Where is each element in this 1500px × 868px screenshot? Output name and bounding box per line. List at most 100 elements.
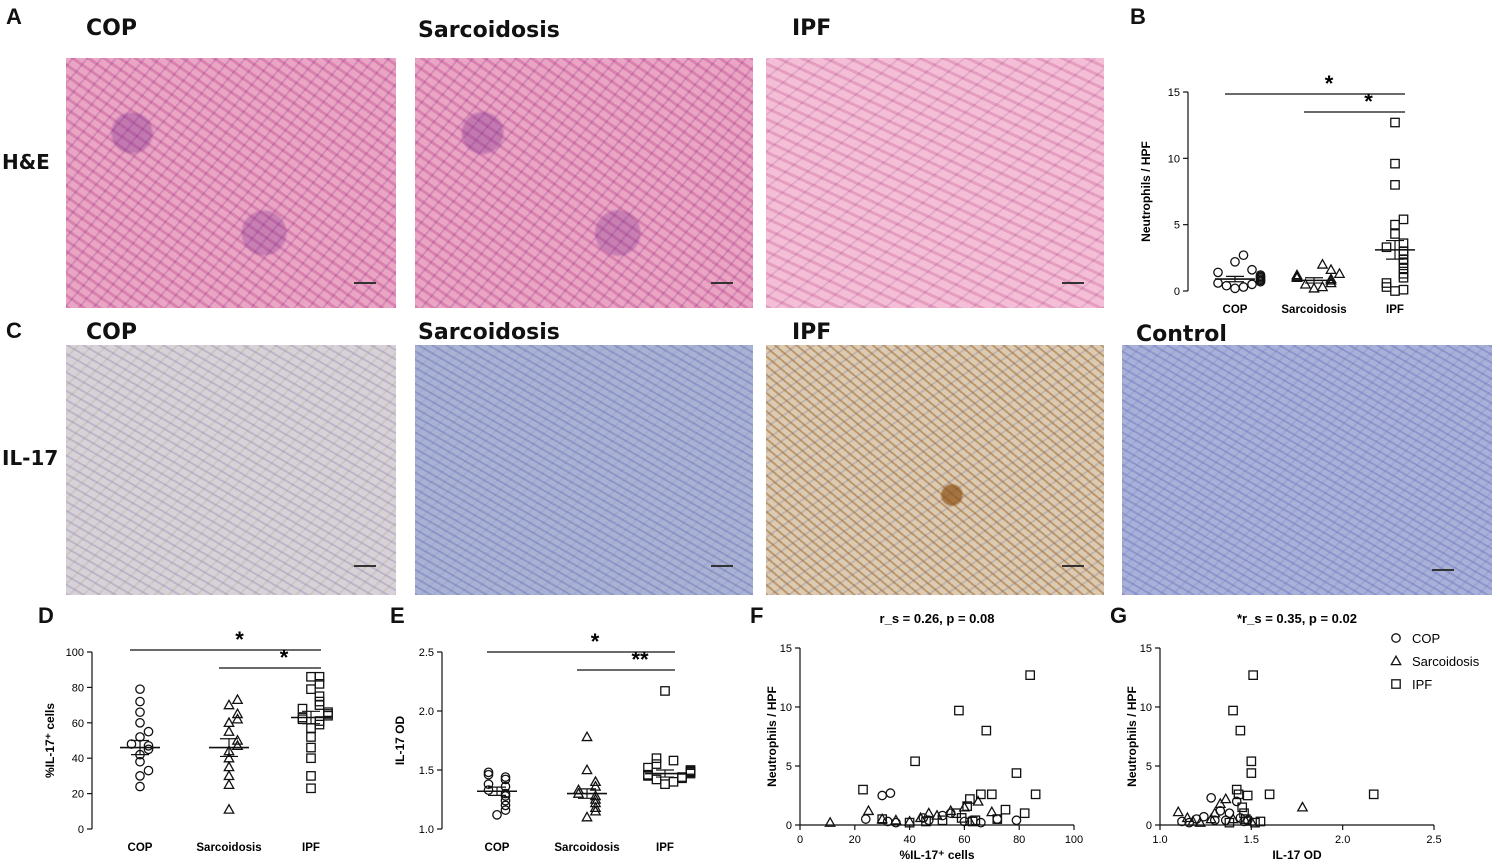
- panel-letter-g: G: [1110, 603, 1128, 628]
- data-point: [970, 815, 981, 826]
- x-tick-label: 60: [958, 834, 970, 846]
- data-point: [643, 769, 653, 780]
- data-point: [903, 815, 916, 826]
- x-category-label: COP: [1223, 304, 1248, 316]
- data-point: [314, 671, 325, 682]
- data-point: [1390, 219, 1400, 230]
- ihc-title-ipf: IPF: [792, 320, 832, 345]
- ihc-title-control: Control: [1136, 322, 1227, 347]
- y-tick-label: 15: [1140, 643, 1152, 655]
- data-point: [1246, 756, 1257, 767]
- data-point: [931, 809, 943, 820]
- chart-title: *r_s = 0.35, p = 0.02: [1237, 611, 1357, 626]
- x-tick-label: 100: [1065, 834, 1083, 846]
- data-point: [231, 707, 244, 719]
- panel-letter-c: C: [6, 318, 22, 343]
- x-category-label: Sarcoidosis: [196, 842, 261, 854]
- data-point: [500, 800, 511, 811]
- data-point: [651, 759, 662, 769]
- data-point: [944, 804, 957, 816]
- data-point: [143, 740, 154, 751]
- data-point: [589, 775, 602, 787]
- ihc-image-cop: [66, 345, 396, 595]
- data-point: [314, 700, 325, 710]
- data-point: [885, 788, 896, 798]
- data-point: [223, 752, 235, 763]
- data-point: [1398, 246, 1409, 257]
- data-point: [967, 816, 978, 827]
- data-point: [1246, 768, 1257, 778]
- data-point: [1231, 796, 1242, 807]
- data-point: [904, 817, 915, 828]
- data-point: [1381, 278, 1392, 288]
- data-point: [858, 784, 868, 795]
- data-point: [1194, 816, 1206, 827]
- y-tick-label: 0: [786, 820, 792, 832]
- data-point: [660, 686, 670, 696]
- data-point: [581, 763, 593, 775]
- data-point: [581, 730, 593, 742]
- y-tick-label: 80: [72, 682, 84, 694]
- data-point: [877, 790, 888, 801]
- x-tick-label: 1.5: [1244, 834, 1259, 846]
- data-point: [500, 795, 511, 806]
- data-point: [1030, 789, 1041, 800]
- chart-f-correlation-percent: r_s = 0.26, p = 0.08 0 5 10 15 0 20 40 60 80 100 %I…: [765, 611, 1083, 862]
- y-tick-label: 60: [72, 718, 84, 730]
- significance-star: *: [1364, 89, 1373, 114]
- legend-label: Sarcoidosis: [1412, 654, 1480, 669]
- data-point: [1025, 670, 1036, 680]
- data-point: [1325, 263, 1337, 275]
- data-point: [306, 783, 316, 794]
- he-title-ipf: IPF: [792, 16, 832, 41]
- data-point: [1241, 814, 1251, 824]
- data-point: [1390, 158, 1400, 169]
- data-point: [668, 755, 679, 766]
- he-image-ipf: [766, 58, 1104, 308]
- data-point: [937, 815, 948, 826]
- data-point: [1198, 811, 1209, 822]
- data-point: [1248, 670, 1259, 680]
- data-point: [685, 765, 696, 775]
- data-point: [135, 717, 145, 728]
- data-point: [1230, 256, 1240, 267]
- data-point: [1209, 815, 1220, 826]
- ihc-title-sarcoidosis: Sarcoidosis: [418, 320, 560, 345]
- data-point: [1255, 270, 1266, 280]
- data-point: [143, 765, 154, 776]
- data-point: [143, 744, 154, 755]
- data-point: [985, 805, 998, 817]
- panel-letter-e: E: [390, 603, 405, 628]
- data-point: [1221, 280, 1232, 291]
- data-point: [972, 795, 984, 806]
- data-point: [1011, 768, 1022, 778]
- data-point: [143, 726, 154, 737]
- y-tick-label: 10: [1140, 702, 1152, 714]
- legend-label: IPF: [1412, 677, 1432, 692]
- x-tick-label: 1.0: [1152, 834, 1167, 846]
- data-point: [306, 723, 316, 733]
- data-point: [1224, 808, 1235, 819]
- data-point: [297, 703, 308, 714]
- data-point: [1333, 267, 1346, 279]
- data-point: [483, 779, 494, 790]
- data-point: [323, 707, 333, 718]
- data-point: [1011, 815, 1022, 826]
- y-tick-label: 5: [1174, 220, 1180, 232]
- chart-g-correlation-od: *r_s = 0.35, p = 0.02 0 5 10 15 1.0 1.5 2.0 2.5 I…: [1125, 611, 1480, 862]
- data-point: [1308, 282, 1320, 293]
- data-point: [910, 756, 920, 767]
- data-point: [1368, 789, 1379, 800]
- data-point: [956, 813, 967, 823]
- data-point: [231, 734, 244, 745]
- y-tick-label: 40: [72, 753, 84, 765]
- x-tick-label: 80: [1013, 834, 1025, 846]
- data-point: [231, 693, 244, 705]
- data-point: [1233, 789, 1244, 800]
- data-point: [1398, 263, 1409, 274]
- data-point: [223, 716, 235, 728]
- data-point: [223, 725, 235, 736]
- y-tick-label: 0: [1174, 286, 1180, 298]
- data-point: [1019, 808, 1030, 819]
